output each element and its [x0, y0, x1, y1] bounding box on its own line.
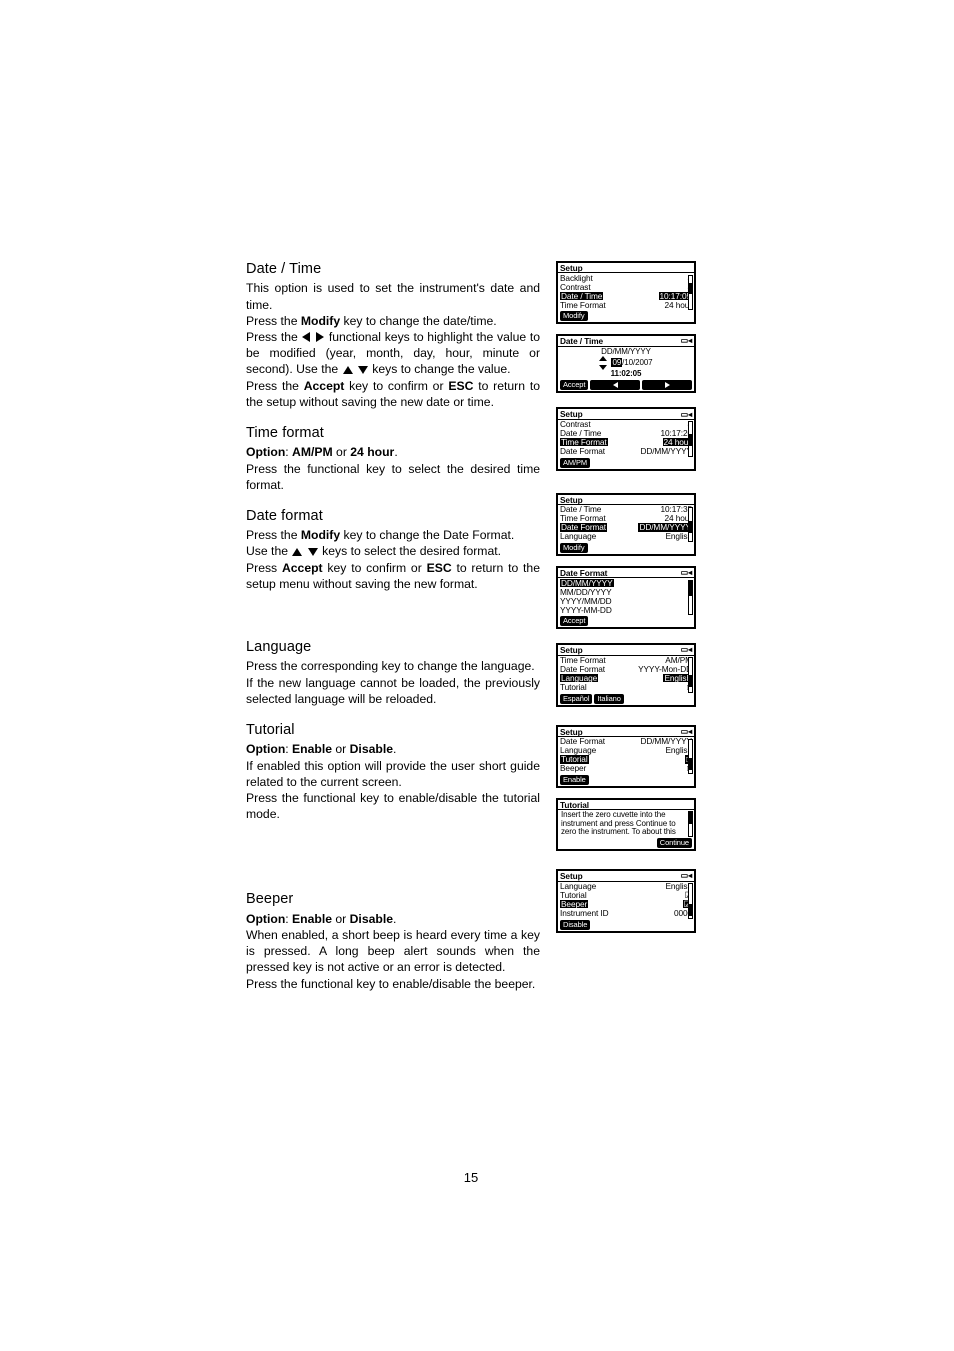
p-language-2: If the new language cannot be loaded, th…	[246, 675, 540, 707]
lcd-setup-language: Setup▭◂ Time FormatAM/PMDate FormatYYYY-…	[556, 643, 696, 706]
heading-time-format: Time format	[246, 424, 540, 443]
menu-row: Tutorial□	[560, 683, 692, 692]
option-beeper: Option: Enable or Disable.	[246, 911, 540, 927]
section-date-format: Date format Press the Modify key to chan…	[246, 507, 540, 592]
section-tutorial: Tutorial Option: Enable or Disable. If e…	[246, 721, 540, 822]
lcd-setup-beeper: Setup▭◂ LanguageEnglishTutorial☑Beeper☑I…	[556, 869, 696, 932]
date-value-sel: 09	[611, 358, 622, 367]
lcd-dateformat-list: Date Format▭◂ DD/MM/YYYYMM/DD/YYYYYYYY/M…	[556, 566, 696, 629]
battery-icon: ▭◂	[681, 646, 692, 654]
menu-row: Instrument ID0000	[560, 909, 692, 918]
lcd-tutorial-popup: Tutorial Insert the zero cuvette into th…	[556, 798, 696, 851]
soft-button[interactable]: Modify	[560, 311, 588, 321]
lcd-setup-tutorial: Setup▭◂ Date FormatDD/MM/YYYYLanguageEng…	[556, 725, 696, 788]
arrow-up-icon	[292, 548, 302, 556]
p-beeper-1: When enabled, a short beep is heard ever…	[246, 927, 540, 976]
updown-icon	[599, 356, 607, 370]
scrollbar	[688, 811, 693, 837]
p-time-format-1: Press the functional key to select the d…	[246, 461, 540, 493]
scrollbar	[688, 275, 693, 310]
soft-button[interactable]: AM/PM	[560, 458, 590, 468]
lcd-screenshots: Setup Backlight8Contrast8Date / Time10:1…	[556, 261, 696, 943]
menu-row: Date FormatDD/MM/YYYY	[560, 447, 692, 456]
p-date-format-1: Press the Modify key to change the Date …	[246, 527, 540, 543]
arrow-down-icon	[358, 366, 368, 374]
menu-row: Contrast8	[560, 282, 692, 291]
option-tutorial: Option: Enable or Disable.	[246, 741, 540, 757]
menu-row: Time Format24 hour	[560, 300, 692, 309]
lcd-setup-datetime: Setup Backlight8Contrast8Date / Time10:1…	[556, 261, 696, 324]
p-date-time-4: Press the Accept key to confirm or ESC t…	[246, 378, 540, 410]
time-value: 11:02:05	[558, 370, 694, 378]
left-button[interactable]	[590, 380, 640, 390]
p-date-time-3: Press the functional keys to highlight t…	[246, 329, 540, 378]
heading-language: Language	[246, 638, 540, 657]
p-tutorial-1: If enabled this option will provide the …	[246, 758, 540, 790]
scrollbar	[688, 580, 693, 615]
section-date-time: Date / Time This option is used to set t…	[246, 260, 540, 410]
soft-button[interactable]: Continue	[657, 838, 692, 848]
section-language: Language Press the corresponding key to …	[246, 638, 540, 707]
heading-date-format: Date format	[246, 507, 540, 526]
menu-row: Backlight8	[560, 273, 692, 282]
soft-button[interactable]: Accept	[560, 616, 588, 626]
arrow-right-icon	[316, 332, 324, 342]
scrollbar	[688, 507, 693, 542]
battery-icon: ▭◂	[681, 337, 692, 345]
scrollbar	[688, 739, 693, 774]
heading-date-time: Date / Time	[246, 260, 540, 279]
arrow-down-icon	[308, 548, 318, 556]
menu-row: Date / Time10:17:05	[560, 291, 692, 300]
menu-row: LanguageEnglish	[560, 532, 692, 541]
scrollbar	[688, 657, 693, 692]
p-date-format-2: Use the keys to select the desired forma…	[246, 543, 540, 559]
option-row: DD/MM/YYYY	[560, 578, 692, 587]
section-time-format: Time format Option: AM/PM or 24 hour. Pr…	[246, 424, 540, 493]
scrollbar	[688, 421, 693, 456]
battery-icon: ▭◂	[681, 569, 692, 577]
option-row: YYYY-MM-DD	[560, 605, 692, 614]
arrow-up-icon	[343, 366, 353, 374]
arrow-left-icon	[302, 332, 310, 342]
heading-beeper: Beeper	[246, 890, 540, 909]
tutorial-body: Insert the zero cuvette into the instrum…	[558, 810, 694, 836]
battery-icon: ▭◂	[681, 411, 692, 419]
soft-button[interactable]: Español	[560, 694, 592, 704]
p-date-time-1: This option is used to set the instrumen…	[246, 280, 540, 312]
accept-button[interactable]: Accept	[560, 380, 588, 390]
soft-button[interactable]: Disable	[560, 920, 590, 930]
right-button[interactable]	[642, 380, 692, 390]
option-row: MM/DD/YYYY	[560, 587, 692, 596]
soft-button[interactable]: Italiano	[594, 694, 623, 704]
scrollbar	[688, 883, 693, 918]
option-row: YYYY/MM/DD	[560, 596, 692, 605]
soft-button[interactable]: Modify	[560, 543, 588, 553]
p-date-format-3: Press Accept key to confirm or ESC to re…	[246, 560, 540, 592]
lcd-datetime-editor: Date / Time▭◂ DD/MM/YYYY 09/10/2007 11:0…	[556, 334, 696, 393]
page-number: 15	[464, 1170, 478, 1185]
p-language-1: Press the corresponding key to change th…	[246, 658, 540, 674]
battery-icon: ▭◂	[681, 728, 692, 736]
soft-button[interactable]: Enable	[560, 775, 589, 785]
date-value-rest: /10/2007	[622, 358, 652, 367]
date-format-hint: DD/MM/YYYY	[558, 348, 694, 356]
heading-tutorial: Tutorial	[246, 721, 540, 740]
p-tutorial-2: Press the functional key to enable/disab…	[246, 790, 540, 822]
lcd-setup-timeformat: Setup▭◂ Contrast8Date / Time10:17:20Time…	[556, 407, 696, 470]
option-time-format: Option: AM/PM or 24 hour.	[246, 444, 540, 460]
menu-row: Beeper□	[560, 764, 692, 773]
lcd-setup-dateformat: Setup Date / Time10:17:35Time Format24 h…	[556, 493, 696, 556]
p-date-time-2: Press the Modify key to change the date/…	[246, 313, 540, 329]
p-beeper-2: Press the functional key to enable/disab…	[246, 976, 540, 992]
battery-icon: ▭◂	[681, 872, 692, 880]
section-beeper: Beeper Option: Enable or Disable. When e…	[246, 890, 540, 991]
